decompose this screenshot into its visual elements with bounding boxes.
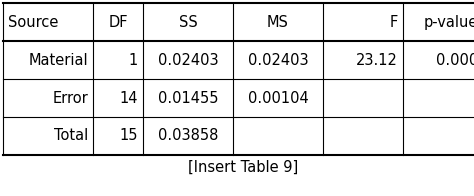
Text: F: F xyxy=(390,15,398,30)
Text: 0.00104: 0.00104 xyxy=(247,91,309,105)
Text: 0.03858: 0.03858 xyxy=(158,129,218,143)
Text: 0.02403: 0.02403 xyxy=(248,53,308,67)
Text: 0.02403: 0.02403 xyxy=(158,53,219,67)
Text: Error: Error xyxy=(52,91,88,105)
Text: SS: SS xyxy=(179,15,197,30)
Text: Source: Source xyxy=(8,15,58,30)
Text: 23.12: 23.12 xyxy=(356,53,398,67)
Text: Material: Material xyxy=(28,53,88,67)
Text: Total: Total xyxy=(54,129,88,143)
Text: 1: 1 xyxy=(129,53,138,67)
Text: [Insert Table 9]: [Insert Table 9] xyxy=(188,160,298,174)
Text: MS: MS xyxy=(267,15,289,30)
Text: 14: 14 xyxy=(119,91,138,105)
Text: 15: 15 xyxy=(119,129,138,143)
Text: 0.000: 0.000 xyxy=(436,53,474,67)
Text: 0.01455: 0.01455 xyxy=(158,91,218,105)
Text: p-value: p-value xyxy=(424,15,474,30)
Text: DF: DF xyxy=(108,15,128,30)
